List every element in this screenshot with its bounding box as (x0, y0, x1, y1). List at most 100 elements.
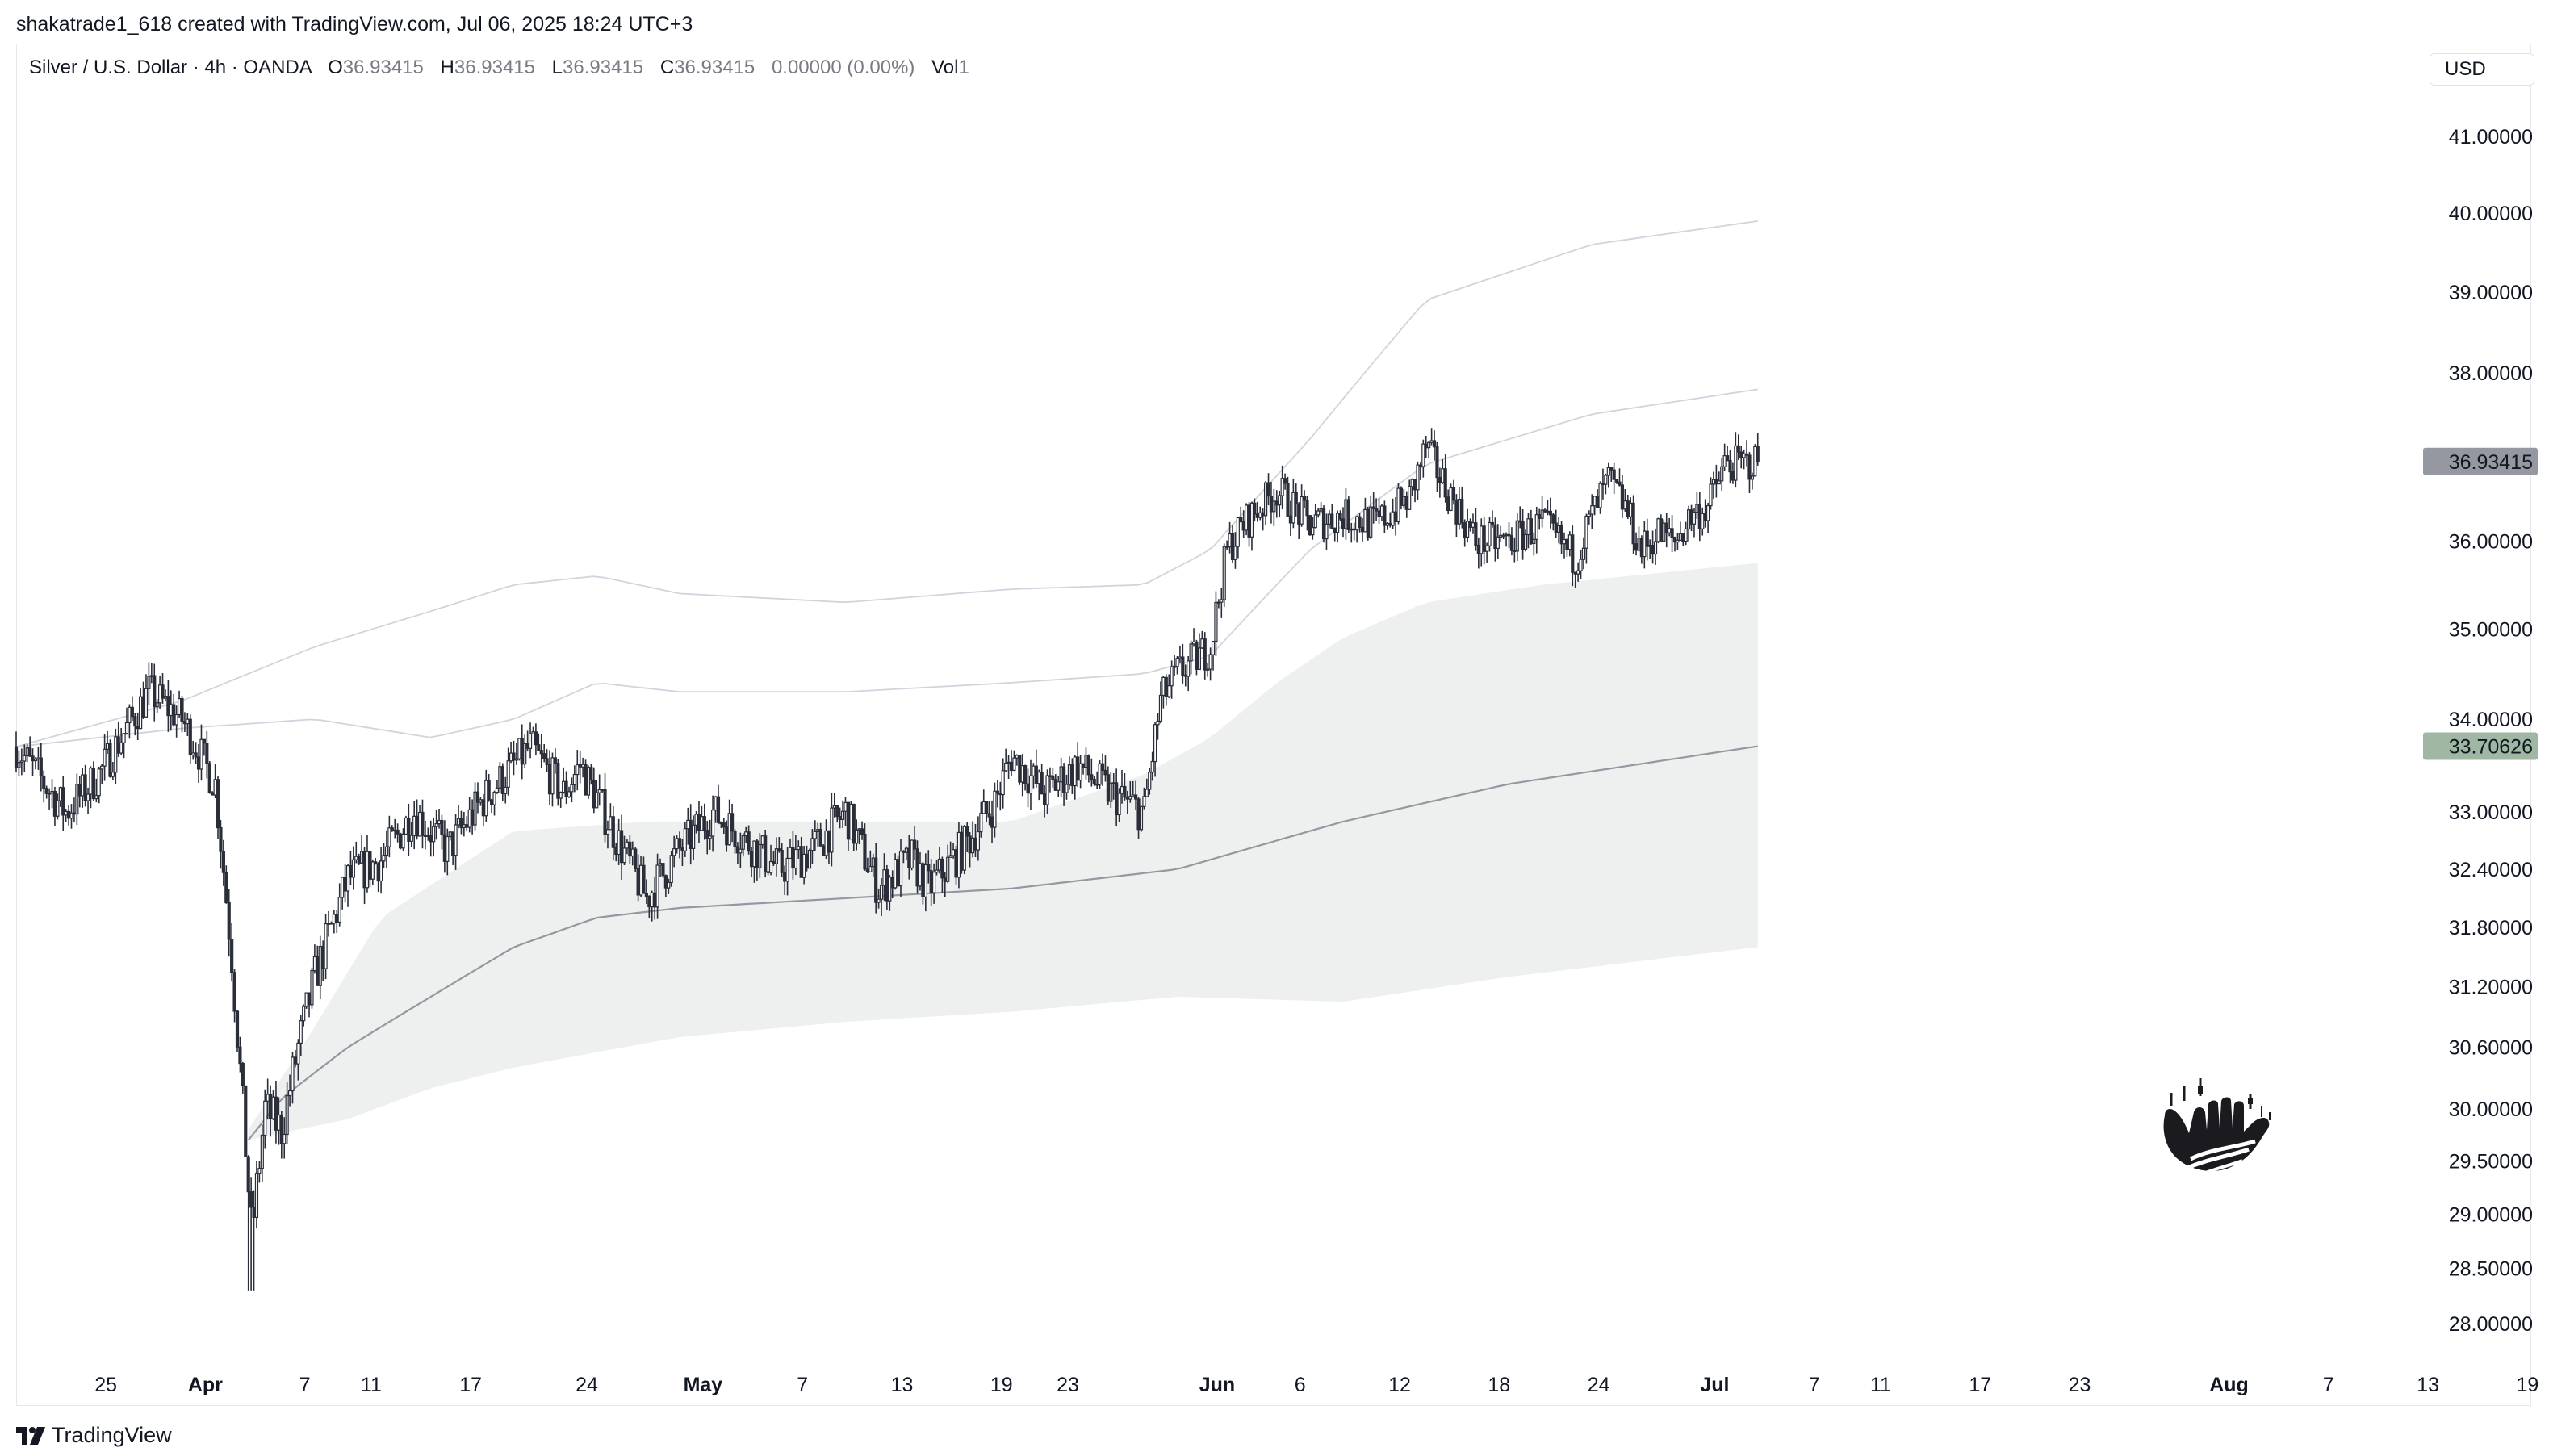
candle (244, 1085, 248, 1157)
low-value: 36.93415 (563, 56, 644, 78)
time-tick-label: May (684, 1374, 723, 1396)
candle (1396, 483, 1400, 525)
candle (1391, 498, 1395, 529)
candle (1026, 768, 1030, 808)
candle (169, 690, 173, 731)
candle (1161, 676, 1166, 709)
candle (1344, 487, 1348, 540)
candle (1418, 462, 1423, 480)
candle (114, 728, 118, 784)
candle (1208, 647, 1212, 681)
price-axis[interactable]: 42.0000041.0000040.0000039.0000038.00000… (2449, 51, 2533, 1336)
candle (495, 780, 500, 794)
candle (368, 851, 372, 888)
candle (1211, 640, 1216, 671)
candle (923, 853, 927, 912)
candle (1004, 748, 1008, 772)
candle (1697, 492, 1701, 542)
candle (1744, 440, 1749, 467)
candle (1341, 507, 1346, 538)
candle (158, 676, 162, 709)
candle (677, 831, 682, 859)
candle (1189, 640, 1193, 675)
candle (116, 722, 120, 757)
time-tick-label: 13 (891, 1374, 914, 1396)
symbol-name[interactable]: Silver / U.S. Dollar · 4h · OANDA (29, 56, 312, 78)
candle (1388, 512, 1392, 528)
time-tick-label: 7 (2323, 1374, 2334, 1396)
candle (692, 815, 696, 860)
candle (83, 764, 87, 807)
candle (299, 1015, 303, 1056)
candle (793, 835, 797, 876)
candle (296, 1039, 300, 1081)
candle (976, 816, 981, 861)
candle (1076, 742, 1080, 788)
candle (1015, 754, 1019, 766)
candle (1670, 515, 1674, 553)
candle (33, 757, 38, 770)
candle (523, 734, 527, 768)
candle (412, 801, 416, 850)
candle (130, 696, 134, 722)
candle (611, 805, 615, 861)
candle (409, 822, 413, 847)
candle (434, 810, 438, 840)
time-axis[interactable]: 25 Apr 7 11 17 24 May 7 13 19 23 Jun 6 12 18 24 Jul 7 11 17… (94, 1374, 2549, 1396)
candle (1742, 449, 1746, 470)
time-tick-label: Aug (2209, 1374, 2249, 1396)
candle (1220, 588, 1224, 618)
candle (683, 822, 687, 857)
candle (97, 766, 101, 804)
tradingview-brand[interactable]: TradingView (16, 1423, 172, 1448)
candle (119, 727, 123, 755)
candle (1651, 530, 1655, 564)
candle (365, 835, 370, 893)
candle (1095, 771, 1099, 789)
candle (291, 1052, 295, 1104)
candle (1739, 446, 1743, 469)
candle (642, 856, 646, 894)
candle (1534, 506, 1538, 554)
candle (1521, 509, 1525, 560)
candle (1443, 454, 1447, 503)
candle (592, 767, 596, 814)
candle (622, 835, 626, 866)
candle (1567, 531, 1572, 557)
time-tick-label: 17 (459, 1374, 482, 1396)
candle (1687, 505, 1691, 542)
candle (1059, 757, 1063, 797)
candle (1645, 518, 1649, 561)
candle (1457, 487, 1461, 530)
currency-selector[interactable]: USD (2430, 53, 2534, 86)
moving-average-badge: 33.70626 (2423, 732, 2538, 760)
candle (227, 889, 231, 957)
candle (528, 722, 533, 759)
candle (813, 820, 817, 851)
candle (807, 848, 812, 869)
candle (66, 805, 71, 826)
candle (58, 786, 62, 807)
close-label: C (659, 56, 675, 78)
candle (326, 910, 331, 937)
candle (1084, 747, 1088, 780)
candle (1725, 446, 1730, 462)
candle (722, 817, 726, 835)
time-tick-label: 25 (94, 1374, 117, 1396)
price-tick-label: 31.80000 (2449, 917, 2533, 939)
open-value: 36.93415 (342, 56, 424, 78)
candle (401, 828, 405, 851)
candle (1736, 434, 1740, 461)
candle (1288, 500, 1293, 537)
candle (489, 798, 494, 814)
candle (531, 726, 535, 734)
price-tick-label: 41.00000 (2449, 126, 2533, 149)
candle (1631, 495, 1635, 554)
candle (1261, 508, 1265, 531)
candle (1255, 501, 1259, 522)
candle (479, 797, 483, 806)
candle (387, 815, 391, 858)
candle (1172, 655, 1177, 677)
candle (1225, 540, 1229, 550)
